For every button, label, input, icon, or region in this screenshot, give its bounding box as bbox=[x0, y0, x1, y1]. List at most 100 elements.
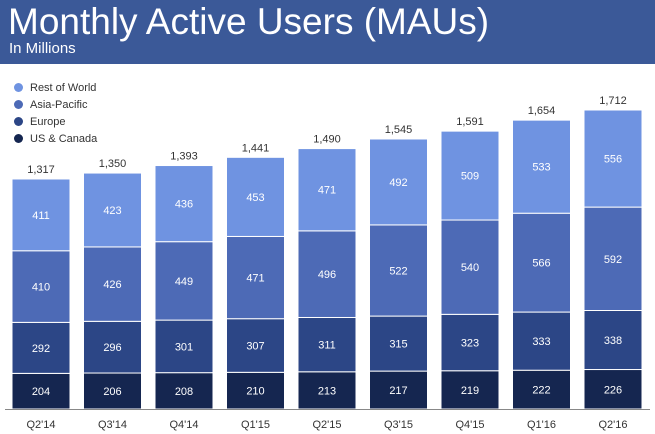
bar-segment-europe-2 bbox=[154, 319, 214, 374]
data-label-us-canada-7: 222 bbox=[532, 385, 550, 397]
bar-segment-asia-pacific-5 bbox=[369, 224, 428, 317]
total-label-0: 1,317 bbox=[27, 164, 55, 176]
data-label-rest-of-world-7: 533 bbox=[532, 162, 550, 174]
data-label-us-canada-4: 213 bbox=[318, 385, 336, 397]
x-tick-label-7: Q1'16 bbox=[527, 419, 556, 431]
x-tick-label-1: Q3'14 bbox=[98, 419, 127, 431]
chart-header: Monthly Active Users (MAUs) In Millions bbox=[0, 0, 655, 64]
bar-segment-asia-pacific-2 bbox=[154, 241, 214, 321]
data-label-rest-of-world-5: 492 bbox=[389, 177, 407, 189]
bar-segment-europe-5 bbox=[369, 315, 428, 372]
bar-segment-us-canada-1 bbox=[83, 372, 142, 410]
legend-label-europe: Europe bbox=[30, 115, 66, 128]
chart-title: Monthly Active Users (MAUs) bbox=[8, 1, 490, 42]
data-label-asia-pacific-4: 496 bbox=[318, 269, 336, 281]
bar-segment-asia-pacific-3 bbox=[226, 235, 285, 320]
legend-swatch-rest-of-world bbox=[14, 83, 23, 92]
data-label-europe-3: 307 bbox=[246, 341, 264, 353]
bar-segment-us-canada-2 bbox=[154, 372, 214, 410]
data-label-rest-of-world-6: 509 bbox=[461, 171, 479, 183]
bar-segment-europe-0 bbox=[11, 321, 71, 374]
x-tick-label-4: Q2'15 bbox=[312, 419, 341, 431]
x-tick-label-6: Q4'15 bbox=[455, 419, 484, 431]
legend-label-asia-pacific: Asia-Pacific bbox=[30, 98, 88, 111]
data-label-rest-of-world-2: 436 bbox=[175, 199, 193, 211]
x-tick-label-0: Q2'14 bbox=[26, 419, 55, 431]
legend-swatch-us-canada bbox=[14, 134, 23, 143]
data-label-europe-7: 333 bbox=[532, 336, 550, 348]
data-label-us-canada-8: 226 bbox=[604, 384, 622, 396]
data-label-europe-5: 315 bbox=[389, 339, 407, 351]
data-label-rest-of-world-8: 556 bbox=[604, 154, 622, 166]
total-label-3: 1,441 bbox=[242, 142, 270, 154]
bar-segment-us-canada-3 bbox=[226, 371, 285, 410]
total-label-7: 1,654 bbox=[528, 105, 556, 117]
legend-label-rest-of-world: Rest of World bbox=[30, 81, 97, 94]
data-label-us-canada-3: 210 bbox=[246, 386, 264, 398]
data-label-asia-pacific-6: 540 bbox=[461, 262, 479, 274]
bar-segment-europe-1 bbox=[83, 320, 142, 374]
data-label-us-canada-1: 206 bbox=[103, 386, 121, 398]
bar-segment-rest-of-world-0 bbox=[11, 178, 71, 252]
data-label-asia-pacific-8: 592 bbox=[604, 254, 622, 266]
chart-legend: Rest of World Asia-Pacific Europe US & C… bbox=[14, 79, 97, 147]
x-tick-label-8: Q2'16 bbox=[598, 419, 627, 431]
legend-swatch-europe bbox=[14, 117, 23, 126]
data-label-us-canada-5: 217 bbox=[389, 385, 407, 397]
data-label-us-canada-2: 208 bbox=[175, 386, 193, 398]
data-label-asia-pacific-1: 426 bbox=[103, 279, 121, 291]
bar-segment-rest-of-world-1 bbox=[83, 172, 142, 248]
data-label-europe-1: 296 bbox=[103, 342, 121, 354]
legend-label-us-canada: US & Canada bbox=[30, 132, 98, 145]
bar-segment-asia-pacific-6 bbox=[440, 219, 500, 315]
legend-item-europe: Europe bbox=[14, 113, 97, 130]
bar-segment-rest-of-world-7 bbox=[512, 119, 571, 214]
bar-segment-us-canada-5 bbox=[369, 370, 428, 410]
data-label-asia-pacific-0: 410 bbox=[32, 282, 50, 294]
data-label-asia-pacific-3: 471 bbox=[246, 273, 264, 285]
bar-segment-asia-pacific-8 bbox=[583, 206, 643, 311]
x-tick-label-2: Q4'14 bbox=[169, 419, 198, 431]
data-label-asia-pacific-5: 522 bbox=[389, 266, 407, 278]
total-label-1: 1,350 bbox=[99, 158, 127, 170]
data-label-rest-of-world-4: 471 bbox=[318, 185, 336, 197]
total-label-6: 1,591 bbox=[456, 116, 484, 128]
bar-segment-us-canada-0 bbox=[11, 372, 71, 410]
total-label-2: 1,393 bbox=[170, 151, 198, 163]
x-tick-label-5: Q3'15 bbox=[384, 419, 413, 431]
total-label-4: 1,490 bbox=[313, 134, 341, 146]
bar-segment-rest-of-world-4 bbox=[297, 148, 357, 232]
data-label-europe-0: 292 bbox=[32, 343, 50, 355]
bar-segment-rest-of-world-8 bbox=[583, 109, 643, 208]
total-label-5: 1,545 bbox=[385, 124, 413, 136]
bar-segment-rest-of-world-2 bbox=[154, 165, 214, 243]
data-label-asia-pacific-2: 449 bbox=[175, 276, 193, 288]
bar-segment-asia-pacific-0 bbox=[11, 250, 71, 323]
data-label-us-canada-0: 204 bbox=[32, 386, 50, 398]
bar-segment-rest-of-world-3 bbox=[226, 156, 285, 237]
total-label-8: 1,712 bbox=[599, 95, 627, 107]
bar-segment-europe-3 bbox=[226, 318, 285, 373]
legend-swatch-asia-pacific bbox=[14, 100, 23, 109]
data-label-europe-2: 301 bbox=[175, 341, 193, 353]
data-label-europe-6: 323 bbox=[461, 338, 479, 350]
data-label-us-canada-6: 219 bbox=[461, 385, 479, 397]
x-tick-label-3: Q1'15 bbox=[241, 419, 270, 431]
bar-segment-asia-pacific-4 bbox=[297, 230, 357, 318]
bar-segment-rest-of-world-5 bbox=[369, 138, 428, 226]
data-label-rest-of-world-0: 411 bbox=[32, 210, 50, 222]
legend-item-us-canada: US & Canada bbox=[14, 130, 97, 147]
bar-segment-europe-6 bbox=[440, 313, 500, 372]
data-label-rest-of-world-3: 453 bbox=[246, 192, 264, 204]
data-label-asia-pacific-7: 566 bbox=[532, 258, 550, 270]
data-label-europe-4: 311 bbox=[318, 340, 336, 352]
bar-segment-europe-4 bbox=[297, 316, 357, 373]
legend-item-rest-of-world: Rest of World bbox=[14, 79, 97, 96]
data-label-rest-of-world-1: 423 bbox=[103, 205, 121, 217]
bar-segment-rest-of-world-6 bbox=[440, 130, 500, 221]
chart-subtitle: In Millions bbox=[9, 40, 76, 57]
data-label-europe-8: 338 bbox=[604, 335, 622, 347]
bar-segment-europe-8 bbox=[583, 309, 643, 371]
legend-item-asia-pacific: Asia-Pacific bbox=[14, 96, 97, 113]
